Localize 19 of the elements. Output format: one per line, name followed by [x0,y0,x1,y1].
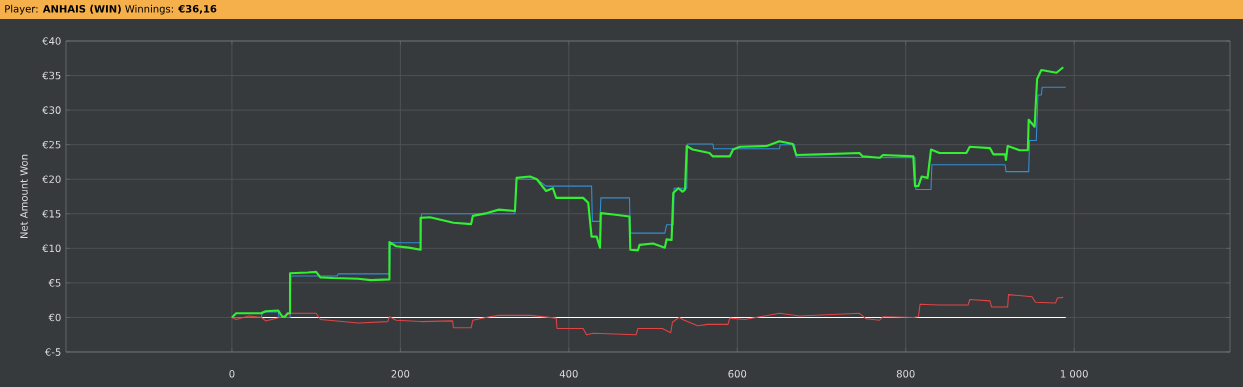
y-tick-label: €-5 [44,348,61,356]
y-tick-label: €5 [48,279,61,287]
line-series [231,294,1064,336]
y-tick-label: €15 [42,210,61,218]
x-tick-label: 400 [559,370,578,378]
x-tick-label: 800 [896,370,915,378]
x-tick-label: 0 [229,370,235,378]
y-axis-title: Net Amount Won [20,154,28,238]
y-tick-label: €0 [48,313,61,322]
y-tick-label: €35 [42,71,61,80]
y-tick-label: €20 [42,175,61,184]
x-tick-label: 200 [391,370,410,378]
y-tick-label: €30 [42,106,61,114]
x-tick-label: 600 [728,370,747,378]
y-tick-label: €25 [42,140,61,149]
y-tick-label: €10 [42,244,61,253]
y-tick-label: €40 [42,37,61,45]
x-tick-label: 1 000 [1060,370,1088,378]
chart-title: Player: ANHAIS (WIN) Winnings: €36,16 [5,4,217,15]
